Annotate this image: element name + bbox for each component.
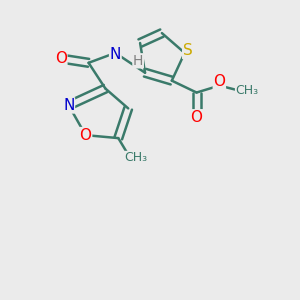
- Text: O: O: [213, 74, 225, 89]
- Text: O: O: [80, 128, 92, 142]
- Text: CH₃: CH₃: [236, 84, 259, 97]
- Text: O: O: [190, 110, 202, 125]
- Text: H: H: [133, 54, 143, 68]
- Text: N: N: [110, 47, 121, 62]
- Text: N: N: [63, 98, 74, 113]
- Text: CH₃: CH₃: [124, 152, 148, 164]
- Text: O: O: [55, 51, 67, 66]
- Text: S: S: [183, 44, 193, 59]
